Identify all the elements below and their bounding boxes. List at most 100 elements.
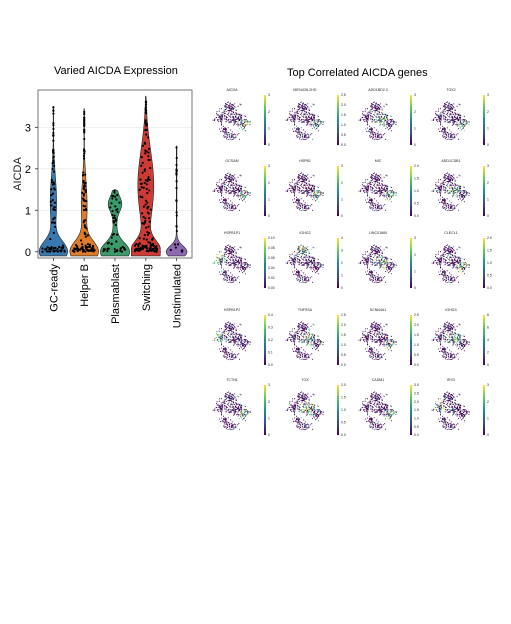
umap-cell bbox=[445, 102, 447, 104]
umap-cell bbox=[306, 179, 308, 181]
umap-cell bbox=[309, 277, 311, 279]
umap-cell bbox=[296, 207, 298, 209]
umap-cell bbox=[313, 116, 315, 118]
umap-cell bbox=[387, 124, 390, 126]
umap-cell bbox=[439, 112, 441, 114]
umap-cell bbox=[311, 263, 313, 265]
colorbar-tick-label: 2.0 bbox=[341, 103, 346, 107]
umap-cell bbox=[296, 260, 298, 262]
umap-cell bbox=[313, 198, 315, 200]
umap-cell bbox=[369, 113, 371, 115]
umap-cell bbox=[318, 195, 320, 197]
umap-cell bbox=[308, 255, 310, 257]
umap-cell bbox=[435, 185, 437, 187]
umap-cell bbox=[385, 184, 387, 186]
umap-cell bbox=[312, 281, 314, 283]
umap-cell bbox=[216, 118, 218, 121]
umap-cell bbox=[453, 193, 455, 195]
umap-cell bbox=[230, 259, 232, 261]
umap-cell bbox=[296, 131, 298, 133]
umap-cell bbox=[447, 204, 449, 206]
colorbar-tick-label: 1 bbox=[487, 127, 489, 131]
umap-cell bbox=[442, 184, 444, 186]
umap-cell bbox=[308, 251, 310, 253]
umap-cell bbox=[307, 103, 309, 105]
data-point bbox=[52, 112, 55, 115]
umap-cell bbox=[386, 198, 388, 200]
umap-cell bbox=[226, 205, 228, 207]
umap-cell bbox=[319, 194, 321, 196]
umap-cell bbox=[454, 136, 456, 138]
umap-cell bbox=[307, 250, 309, 252]
umap-cell bbox=[451, 206, 453, 208]
umap-cell bbox=[366, 119, 368, 121]
umap-cell bbox=[315, 266, 317, 268]
umap-cell bbox=[450, 114, 452, 116]
umap-cell bbox=[301, 252, 303, 254]
umap-cell bbox=[313, 261, 315, 263]
umap-cell bbox=[459, 116, 461, 118]
umap-cell bbox=[312, 119, 314, 121]
umap-cell bbox=[464, 196, 466, 198]
umap-cell bbox=[449, 210, 451, 212]
umap-cell bbox=[443, 118, 445, 120]
umap-cell bbox=[304, 274, 306, 276]
umap-cell bbox=[392, 194, 394, 196]
umap-cell bbox=[228, 107, 230, 109]
umap-cell bbox=[378, 261, 380, 263]
umap-cell bbox=[458, 103, 460, 105]
umap-cell bbox=[378, 111, 381, 113]
umap-cell bbox=[299, 276, 301, 278]
umap-cell bbox=[445, 173, 447, 175]
umap-cell bbox=[219, 128, 221, 130]
umap-cell bbox=[378, 251, 381, 254]
umap-cell bbox=[438, 108, 440, 110]
umap-cell bbox=[313, 175, 315, 177]
umap-cell bbox=[307, 122, 309, 124]
umap-cell bbox=[450, 138, 453, 140]
umap-cell bbox=[453, 119, 455, 121]
umap-cell bbox=[304, 114, 306, 116]
umap-cell bbox=[369, 207, 371, 209]
umap-cell bbox=[457, 133, 459, 135]
umap-cell bbox=[365, 120, 368, 122]
umap-cell bbox=[225, 117, 228, 119]
umap-cell bbox=[310, 176, 312, 178]
umap-cell bbox=[453, 208, 455, 210]
umap-cell bbox=[373, 172, 376, 174]
umap-cell bbox=[239, 281, 241, 283]
umap-cell bbox=[231, 254, 233, 256]
umap-cell bbox=[459, 198, 461, 200]
umap-cell bbox=[297, 276, 299, 278]
umap-cell bbox=[232, 182, 235, 184]
umap-cell bbox=[304, 182, 306, 184]
umap-cell bbox=[435, 112, 437, 114]
umap-cell bbox=[364, 264, 366, 266]
umap-cell bbox=[310, 113, 312, 115]
umap-cell bbox=[389, 199, 391, 201]
umap-cell bbox=[370, 186, 372, 188]
umap-cell bbox=[303, 129, 305, 131]
umap-cell bbox=[456, 196, 458, 198]
umap-cell bbox=[313, 115, 315, 117]
umap-cell bbox=[453, 115, 455, 118]
umap-cell bbox=[234, 121, 237, 123]
umap-cell bbox=[444, 105, 446, 107]
umap-cell bbox=[362, 112, 364, 114]
umap-cell bbox=[234, 280, 236, 282]
umap-cell bbox=[232, 107, 234, 109]
umap-cell bbox=[237, 256, 239, 258]
umap-cell bbox=[298, 206, 300, 208]
umap-cell bbox=[459, 186, 462, 188]
umap-cell bbox=[224, 132, 226, 134]
umap-cell bbox=[219, 261, 221, 263]
umap-cell bbox=[369, 131, 371, 133]
umap-cell bbox=[308, 112, 310, 114]
umap-cell bbox=[234, 120, 237, 122]
umap-cell bbox=[383, 267, 386, 269]
umap-cell bbox=[233, 251, 235, 253]
umap-cell bbox=[236, 123, 238, 125]
umap-cell bbox=[378, 104, 380, 106]
umap-cell bbox=[370, 128, 372, 130]
